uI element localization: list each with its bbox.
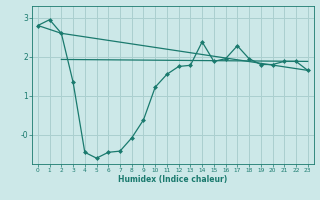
X-axis label: Humidex (Indice chaleur): Humidex (Indice chaleur) xyxy=(118,175,228,184)
